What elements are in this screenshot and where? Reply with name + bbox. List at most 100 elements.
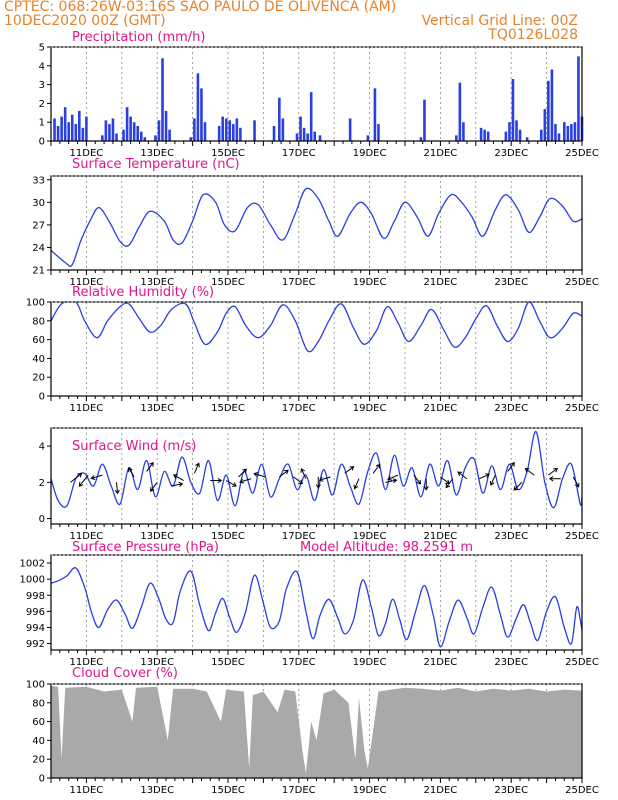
precip-bar: [377, 124, 380, 141]
precip-bar: [104, 120, 108, 141]
y-tick-label: 60: [32, 335, 45, 346]
x-tick-label: 17DEC: [282, 531, 316, 542]
x-tick-label: 11DEC: [70, 785, 104, 796]
wind-arrowhead: [195, 462, 200, 468]
x-tick-label: 15DEC: [211, 148, 245, 159]
precip-bar: [70, 114, 74, 141]
precip-bar: [373, 88, 377, 141]
precip-bar: [81, 127, 85, 141]
precip-bar: [235, 118, 239, 141]
wind-vector: [457, 471, 468, 480]
wind-vector: [385, 479, 397, 483]
x-tick-label: 23DEC: [494, 531, 528, 542]
precip-bar: [302, 127, 306, 141]
wind-arrowhead: [128, 467, 133, 473]
y-tick-label: 40: [32, 736, 45, 747]
precip-bar: [189, 137, 193, 141]
wind-arrowhead: [548, 476, 554, 482]
precip-bar: [543, 109, 547, 141]
x-tick-label: 13DEC: [140, 657, 174, 668]
y-tick-label: 24: [32, 243, 45, 254]
wind-arrowhead: [553, 467, 558, 473]
x-tick-label: 17DEC: [282, 403, 316, 414]
wind-arrowhead: [150, 487, 155, 492]
x-tick-label: 23DEC: [494, 148, 528, 159]
precip-bar: [483, 129, 486, 141]
wind-vector: [490, 474, 496, 486]
wind-arrowhead: [253, 472, 259, 477]
wind-arrowhead: [78, 482, 84, 487]
panel-title: Relative Humidity (%): [72, 285, 214, 300]
precip-bar: [306, 133, 309, 141]
wind-arrowhead: [574, 482, 580, 488]
wind-arrowhead: [387, 475, 393, 481]
x-tick-label: 15DEC: [211, 531, 245, 542]
panel-frame: [50, 554, 583, 651]
precip-bar: [157, 120, 161, 141]
station-title: CPTEC: 068:26W-03:16S SAO PAULO DE OLIVE…: [4, 0, 397, 15]
series-line: [51, 430, 582, 509]
precip-bar: [511, 78, 515, 141]
precip-bar: [566, 125, 570, 141]
x-tick-label: 19DEC: [353, 785, 387, 796]
wind-arrowhead: [300, 467, 306, 473]
precip-bar: [462, 122, 465, 141]
y-tick-label: 20: [32, 755, 45, 766]
precip-bar: [577, 56, 580, 141]
precip-bar: [132, 122, 136, 141]
precip-bar: [125, 107, 129, 141]
wind-vector: [171, 483, 183, 487]
wind-arrowhead: [524, 467, 530, 473]
wind-vector: [387, 474, 399, 480]
precip-bar: [423, 99, 426, 141]
wind-vector: [445, 478, 454, 488]
precip-bar: [232, 124, 235, 141]
panel-frame: [50, 175, 583, 271]
y-tick-label: 4: [39, 442, 45, 453]
wind-arrowhead: [375, 463, 381, 469]
x-tick-label: 23DEC: [494, 277, 528, 288]
precip-bar: [515, 120, 518, 141]
wind-vector: [225, 480, 237, 487]
wind-arrowhead: [298, 479, 304, 485]
x-tick-label: 19DEC: [353, 403, 387, 414]
wind-vector: [507, 462, 515, 472]
precip-bar: [253, 120, 256, 141]
wind-arrowhead: [172, 474, 178, 479]
x-tick-label: 25DEC: [565, 531, 599, 542]
y-tick-label: 27: [32, 220, 45, 231]
wind-vector: [173, 474, 184, 481]
wind-vector: [548, 468, 558, 476]
x-tick-label: 13DEC: [140, 531, 174, 542]
precip-bar: [74, 124, 78, 141]
y-tick-label: 3: [39, 80, 45, 91]
y-tick-label: 996: [26, 607, 45, 618]
x-tick-label: 13DEC: [140, 403, 174, 414]
x-tick-label: 15DEC: [211, 657, 245, 668]
y-tick-label: 100: [26, 298, 45, 309]
precip-bar: [143, 137, 147, 141]
x-tick-label: 15DEC: [211, 277, 245, 288]
x-tick-label: 15DEC: [211, 403, 245, 414]
y-tick-label: 2: [39, 99, 45, 110]
y-tick-label: 1000: [20, 575, 45, 586]
x-tick-label: 21DEC: [424, 657, 458, 668]
x-tick-label: 21DEC: [424, 403, 458, 414]
wind-vector: [572, 476, 580, 488]
wind-arrowhead: [315, 484, 321, 489]
wind-arrowhead: [423, 486, 429, 491]
precip-bar: [60, 116, 63, 141]
wind-arrowhead: [513, 485, 519, 491]
precip-bar: [563, 122, 566, 141]
y-tick-label: 1002: [20, 559, 45, 570]
x-tick-label: 13DEC: [140, 277, 174, 288]
y-tick-label: 998: [26, 591, 45, 602]
wind-arrowhead: [485, 473, 491, 478]
y-tick-label: 40: [32, 354, 45, 365]
precip-bar: [101, 135, 104, 141]
wind-vector: [239, 478, 252, 483]
x-tick-label: 17DEC: [282, 148, 316, 159]
wind-arrowhead: [284, 469, 289, 475]
series-line: [51, 566, 582, 648]
panel-title: Surface Temperature (nC): [72, 157, 240, 172]
